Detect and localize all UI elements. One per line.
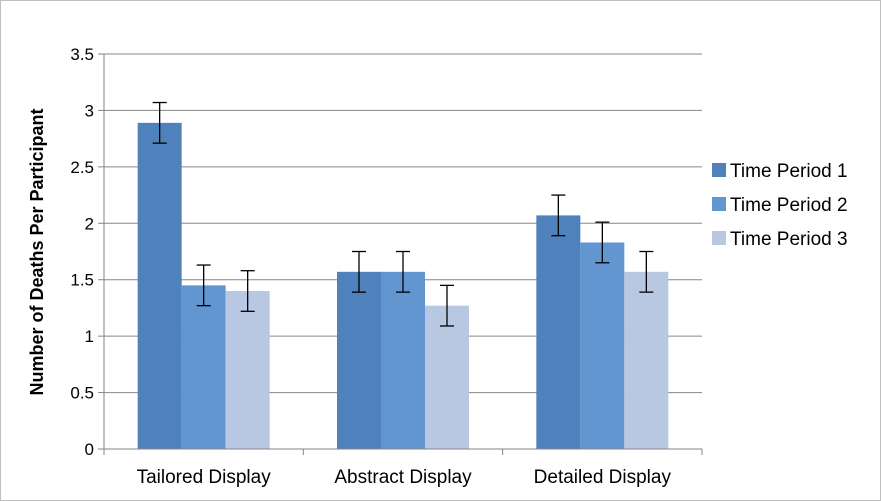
legend: Time Period 1 Time Period 2 Time Period 3: [712, 161, 848, 250]
y-tick-label: 2.5: [70, 158, 94, 177]
bar: [425, 305, 469, 449]
bar: [580, 242, 625, 449]
legend-swatch: [712, 231, 726, 245]
y-tick-label: 1: [85, 327, 94, 346]
y-tick-label: 0: [85, 440, 94, 459]
x-category-labels: Tailored Display Abstract Display Detailed…: [137, 467, 672, 488]
legend-swatch: [712, 197, 726, 211]
bars: [137, 101, 669, 449]
x-category-label: Tailored Display: [137, 467, 272, 488]
x-category-label: Detailed Display: [534, 467, 672, 488]
bar: [181, 285, 226, 449]
y-tick-label: 1.5: [70, 271, 94, 290]
legend-label: Time Period 2: [730, 195, 848, 216]
bar: [337, 271, 381, 449]
bar: [536, 215, 581, 449]
y-tick-label: 3.5: [70, 45, 94, 64]
bar: [624, 271, 669, 449]
legend-swatch: [712, 163, 726, 177]
y-tick-label: 2: [85, 214, 94, 233]
legend-label: Time Period 1: [730, 161, 848, 182]
bar: [381, 271, 425, 449]
legend-label: Time Period 3: [730, 229, 848, 250]
y-tick-label: 3: [85, 101, 94, 120]
bar: [225, 291, 270, 449]
bar: [137, 122, 182, 449]
y-tick-labels: 0 0.5 1 1.5 2 2.5 3 3.5: [70, 45, 94, 459]
y-tick-label: 0.5: [70, 384, 94, 403]
axes: [103, 54, 703, 455]
y-axis-title: Number of Deaths Per Participant: [27, 108, 47, 395]
x-category-label: Abstract Display: [334, 467, 472, 488]
